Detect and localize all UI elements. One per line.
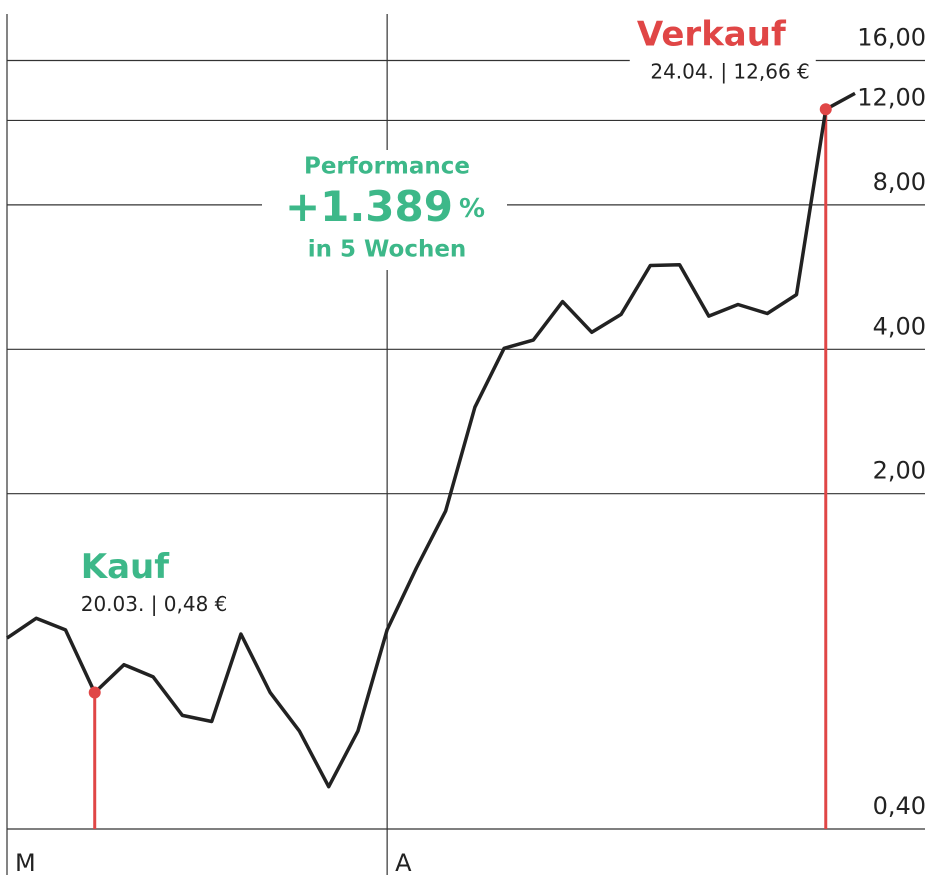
x-tick-label: A: [395, 849, 412, 877]
y-tick-label: 16,00: [857, 23, 926, 51]
marker-note: 20.03. | 0,48 €: [81, 592, 228, 616]
label-background: [262, 150, 507, 270]
performance-value: +1.389%: [285, 182, 485, 231]
marker-note: 24.04. | 12,66 €: [650, 60, 809, 84]
y-tick-label: 12,00: [857, 83, 926, 111]
performance-note: in 5 Wochen: [308, 237, 467, 263]
marker-dot: [88, 686, 101, 699]
marker-title: Kauf: [81, 547, 170, 587]
performance-unit: %: [459, 194, 485, 224]
y-tick-label: 4,00: [873, 312, 926, 340]
label-background: [629, 12, 816, 84]
y-tick-label: 8,00: [873, 168, 926, 196]
performance: Performance+1.389 % in 5 Wochen: [285, 154, 485, 263]
y-tick-label: 0,40: [873, 792, 926, 820]
series-line: [6, 91, 856, 789]
y-tick-label: 2,00: [873, 457, 926, 485]
marker-dot: [819, 103, 832, 116]
performance-number: +1.389: [285, 182, 453, 231]
performance-label: Performance: [304, 154, 470, 180]
x-tick-label: M: [15, 849, 36, 877]
marker-title: Verkauf: [637, 15, 787, 55]
